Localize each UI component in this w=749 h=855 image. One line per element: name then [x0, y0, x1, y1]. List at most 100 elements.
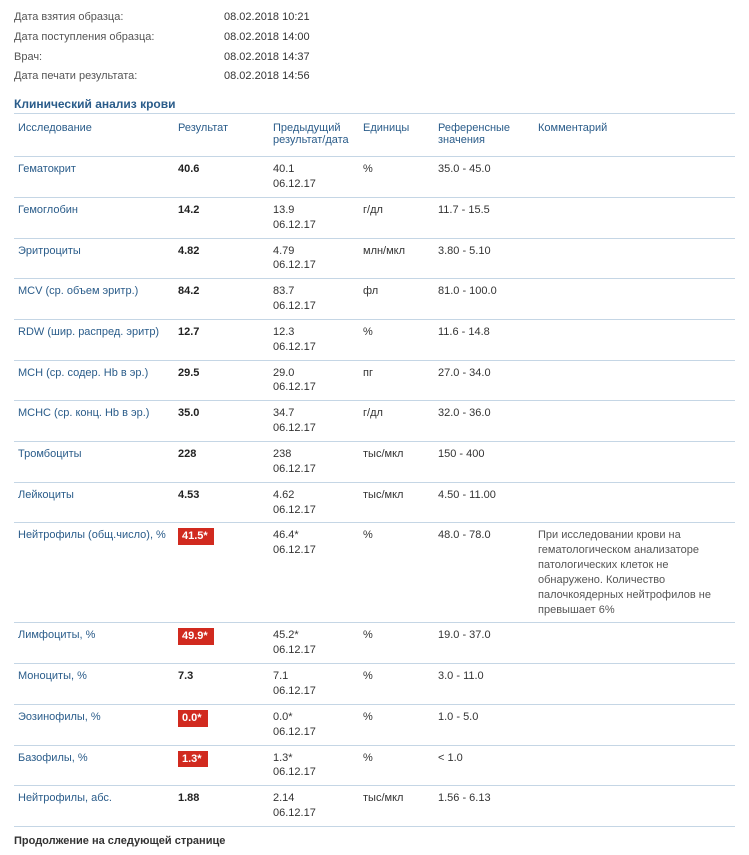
- cell-test-name: Моноциты, %: [14, 664, 174, 705]
- cell-test-name: Лимфоциты, %: [14, 623, 174, 664]
- meta-row: Дата взятия образца:08.02.2018 10:21: [14, 8, 735, 28]
- cell-prev: 7.106.12.17: [269, 664, 359, 705]
- header-result: Результат: [174, 118, 269, 157]
- cell-result: 49.9*: [174, 623, 269, 664]
- cell-comment: [534, 157, 735, 198]
- cell-result: 14.2: [174, 197, 269, 238]
- table-row: MCV (ср. объем эритр.)84.283.706.12.17фл…: [14, 279, 735, 320]
- meta-label: Дата поступления образца:: [14, 28, 224, 48]
- cell-comment: [534, 745, 735, 786]
- cell-ref: 27.0 - 34.0: [434, 360, 534, 401]
- cell-prev: 4.7906.12.17: [269, 238, 359, 279]
- cell-unit: фл: [359, 279, 434, 320]
- continuation-note: Продолжение на следующей странице: [14, 835, 735, 847]
- result-flag: 0.0*: [178, 710, 208, 727]
- cell-comment: [534, 279, 735, 320]
- cell-ref: 150 - 400: [434, 442, 534, 483]
- table-row: Нейтрофилы, абс.1.882.1406.12.17тыс/мкл1…: [14, 786, 735, 827]
- cell-result: 35.0: [174, 401, 269, 442]
- cell-unit: %: [359, 157, 434, 198]
- header-ref: Референсные значения: [434, 118, 534, 157]
- meta-row: Дата печати результата:08.02.2018 14:56: [14, 67, 735, 87]
- table-row: MCHC (ср. конц. Hb в эр.)35.034.706.12.1…: [14, 401, 735, 442]
- cell-unit: пг: [359, 360, 434, 401]
- cell-prev: 34.706.12.17: [269, 401, 359, 442]
- cell-ref: 32.0 - 36.0: [434, 401, 534, 442]
- cell-prev: 29.006.12.17: [269, 360, 359, 401]
- table-row: Лейкоциты4.534.6206.12.17тыс/мкл4.50 - 1…: [14, 482, 735, 523]
- cell-result: 0.0*: [174, 704, 269, 745]
- cell-ref: 3.80 - 5.10: [434, 238, 534, 279]
- meta-value: 08.02.2018 10:21: [224, 8, 310, 28]
- table-row: Базофилы, %1.3*1.3*06.12.17%< 1.0: [14, 745, 735, 786]
- result-flag: 1.3*: [178, 751, 208, 768]
- table-row: Эозинофилы, %0.0*0.0*06.12.17%1.0 - 5.0: [14, 704, 735, 745]
- cell-unit: %: [359, 623, 434, 664]
- cell-prev: 23806.12.17: [269, 442, 359, 483]
- cell-prev: 46.4*06.12.17: [269, 523, 359, 623]
- meta-value: 08.02.2018 14:56: [224, 67, 310, 87]
- cell-comment: [534, 786, 735, 827]
- header-prev: Предыдущий результат/дата: [269, 118, 359, 157]
- table-row: Тромбоциты22823806.12.17тыс/мкл150 - 400: [14, 442, 735, 483]
- table-row: Эритроциты4.824.7906.12.17млн/мкл3.80 - …: [14, 238, 735, 279]
- cell-ref: 35.0 - 45.0: [434, 157, 534, 198]
- cell-comment: [534, 360, 735, 401]
- cell-prev: 12.306.12.17: [269, 319, 359, 360]
- result-flag: 49.9*: [178, 628, 214, 645]
- cell-comment: [534, 401, 735, 442]
- cell-prev: 2.1406.12.17: [269, 786, 359, 827]
- cell-test-name: Лейкоциты: [14, 482, 174, 523]
- cell-ref: 48.0 - 78.0: [434, 523, 534, 623]
- cell-test-name: Нейтрофилы (общ.число), %: [14, 523, 174, 623]
- result-flag: 41.5*: [178, 528, 214, 545]
- cell-result: 1.88: [174, 786, 269, 827]
- meta-label: Дата печати результата:: [14, 67, 224, 87]
- cell-result: 7.3: [174, 664, 269, 705]
- cell-comment: [534, 442, 735, 483]
- cell-test-name: Нейтрофилы, абс.: [14, 786, 174, 827]
- results-table: Исследование Результат Предыдущий резуль…: [14, 118, 735, 827]
- cell-result: 4.53: [174, 482, 269, 523]
- cell-comment: [534, 238, 735, 279]
- cell-prev: 83.706.12.17: [269, 279, 359, 320]
- cell-result: 228: [174, 442, 269, 483]
- table-row: Гемоглобин14.213.906.12.17г/дл11.7 - 15.…: [14, 197, 735, 238]
- cell-unit: %: [359, 664, 434, 705]
- meta-value: 08.02.2018 14:00: [224, 28, 310, 48]
- table-row: Моноциты, %7.37.106.12.17%3.0 - 11.0: [14, 664, 735, 705]
- cell-unit: тыс/мкл: [359, 482, 434, 523]
- cell-prev: 4.6206.12.17: [269, 482, 359, 523]
- header-comment: Комментарий: [534, 118, 735, 157]
- cell-ref: 3.0 - 11.0: [434, 664, 534, 705]
- cell-ref: 4.50 - 11.00: [434, 482, 534, 523]
- cell-result: 41.5*: [174, 523, 269, 623]
- meta-label: Врач:: [14, 48, 224, 68]
- cell-comment: [534, 664, 735, 705]
- table-row: Гематокрит40.640.106.12.17%35.0 - 45.0: [14, 157, 735, 198]
- table-row: RDW (шир. распред. эритр)12.712.306.12.1…: [14, 319, 735, 360]
- cell-result: 12.7: [174, 319, 269, 360]
- cell-ref: 1.56 - 6.13: [434, 786, 534, 827]
- cell-test-name: Эритроциты: [14, 238, 174, 279]
- cell-ref: 11.7 - 15.5: [434, 197, 534, 238]
- cell-comment: При исследовании крови на гематологическ…: [534, 523, 735, 623]
- cell-test-name: Гематокрит: [14, 157, 174, 198]
- cell-comment: [534, 623, 735, 664]
- cell-test-name: MCV (ср. объем эритр.): [14, 279, 174, 320]
- table-row: Нейтрофилы (общ.число), %41.5* 46.4*06.12…: [14, 523, 735, 623]
- cell-test-name: RDW (шир. распред. эритр): [14, 319, 174, 360]
- cell-result: 1.3*: [174, 745, 269, 786]
- cell-ref: 19.0 - 37.0: [434, 623, 534, 664]
- section-title: Клинический анализ крови: [14, 97, 735, 114]
- cell-test-name: Тромбоциты: [14, 442, 174, 483]
- table-row: MCH (ср. содер. Hb в эр.)29.529.006.12.1…: [14, 360, 735, 401]
- cell-unit: млн/мкл: [359, 238, 434, 279]
- cell-result: 4.82: [174, 238, 269, 279]
- cell-prev: 1.3*06.12.17: [269, 745, 359, 786]
- meta-row: Врач:08.02.2018 14:37: [14, 48, 735, 68]
- cell-result: 84.2: [174, 279, 269, 320]
- cell-comment: [534, 197, 735, 238]
- header-unit: Единицы: [359, 118, 434, 157]
- cell-unit: %: [359, 745, 434, 786]
